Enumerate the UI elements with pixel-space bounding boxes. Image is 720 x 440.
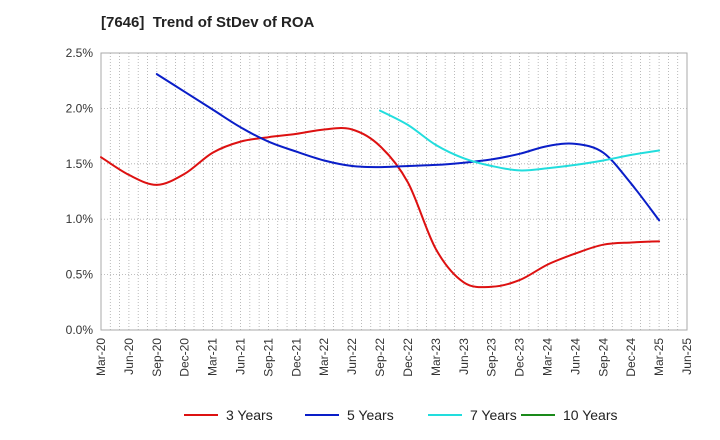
- legend-label: 7 Years: [470, 407, 517, 423]
- plot-frame: [100, 52, 688, 331]
- series-line-5-years: [155, 73, 661, 222]
- legend-swatch: [428, 414, 462, 416]
- legend-label: 10 Years: [563, 407, 618, 423]
- y-tick-label: 0.5%: [66, 268, 94, 282]
- x-tick-label: Sep-23: [485, 338, 499, 377]
- legend-swatch: [521, 414, 555, 416]
- legend-item-10-years: 10 Years: [521, 404, 618, 426]
- chart-title: [7646] Trend of StDev of ROA: [101, 14, 315, 31]
- y-axis-ticks: 0.0% 0.5% 1.0% 1.5% 2.0% 2.5%: [66, 46, 94, 337]
- x-tick-label: Mar-24: [540, 338, 554, 376]
- legend-swatch: [305, 414, 339, 416]
- x-tick-label: Jun-22: [345, 338, 359, 375]
- legend-item-7-years: 7 Years: [428, 404, 517, 426]
- x-tick-label: Dec-24: [624, 338, 638, 377]
- x-tick-label: Dec-22: [401, 338, 415, 377]
- x-tick-label: Dec-23: [513, 338, 527, 377]
- x-tick-label: Jun-23: [457, 338, 471, 375]
- series-lines: [100, 73, 661, 289]
- x-tick-label: Sep-22: [373, 338, 387, 377]
- legend-label: 5 Years: [347, 407, 394, 423]
- x-tick-label: Mar-25: [652, 338, 666, 376]
- legend-swatch: [184, 414, 218, 416]
- x-tick-label: Mar-21: [206, 338, 220, 376]
- x-tick-label: Mar-22: [317, 338, 331, 376]
- y-tick-label: 1.0%: [66, 212, 94, 226]
- x-tick-label: Sep-21: [261, 338, 275, 377]
- x-tick-label: Sep-24: [596, 338, 610, 377]
- y-tick-label: 0.0%: [66, 323, 94, 337]
- x-tick-label: Sep-20: [150, 338, 164, 377]
- plot-area: 0.0% 0.5% 1.0% 1.5% 2.0% 2.5% Mar-20 Jun-20 Sep…: [66, 46, 694, 377]
- x-axis-ticks: Mar-20 Jun-20 Sep-20 Dec-20 Mar-21 Jun-21 Sep-…: [94, 338, 694, 377]
- y-tick-label: 1.5%: [66, 157, 94, 171]
- x-tick-label: Jun-24: [568, 338, 582, 375]
- legend: 3 Years 5 Years 7 Years 10 Years: [0, 404, 720, 428]
- x-tick-label: Mar-20: [94, 338, 108, 376]
- x-tick-label: Jun-21: [234, 338, 248, 375]
- y-tick-label: 2.5%: [66, 46, 94, 60]
- x-tick-label: Mar-23: [429, 338, 443, 376]
- series-line-7-years: [379, 109, 661, 172]
- legend-label: 3 Years: [226, 407, 273, 423]
- legend-item-5-years: 5 Years: [305, 404, 394, 426]
- x-tick-label: Dec-21: [289, 338, 303, 377]
- x-tick-label: Dec-20: [178, 338, 192, 377]
- x-tick-label: Jun-25: [680, 338, 694, 375]
- series-line-3-years: [100, 127, 661, 289]
- y-tick-label: 2.0%: [66, 101, 94, 115]
- legend-item-3-years: 3 Years: [184, 404, 273, 426]
- x-tick-label: Jun-20: [122, 338, 136, 375]
- grid-lines: [101, 53, 687, 330]
